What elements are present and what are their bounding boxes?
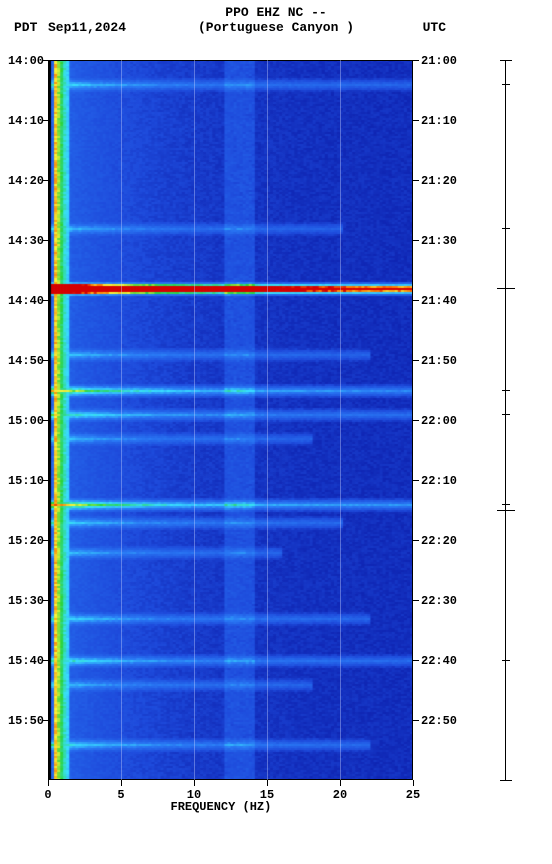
x-tick-label: 20 — [333, 788, 347, 802]
amp-minor — [502, 228, 510, 229]
x-tick-label: 0 — [44, 788, 51, 802]
right-time-label: 21:50 — [421, 354, 457, 368]
x-tick-label: 5 — [117, 788, 124, 802]
amp-minor — [502, 504, 510, 505]
right-time-label: 22:40 — [421, 654, 457, 668]
left-time-label: 15:10 — [4, 474, 44, 488]
left-time-label: 14:50 — [4, 354, 44, 368]
amp-spike — [497, 288, 515, 289]
left-time-label: 15:40 — [4, 654, 44, 668]
left-time-label: 14:40 — [4, 294, 44, 308]
right-time-label: 22:30 — [421, 594, 457, 608]
left-time-label: 15:00 — [4, 414, 44, 428]
left-time-label: 15:50 — [4, 714, 44, 728]
left-time-label: 15:30 — [4, 594, 44, 608]
amp-spike — [497, 510, 515, 511]
amp-minor — [502, 84, 510, 85]
left-time-label: 14:10 — [4, 114, 44, 128]
right-time-label: 21:20 — [421, 174, 457, 188]
right-time-label: 21:30 — [421, 234, 457, 248]
left-time-label: 14:20 — [4, 174, 44, 188]
right-tz: UTC — [423, 20, 446, 35]
right-time-label: 22:50 — [421, 714, 457, 728]
x-tick-label: 25 — [406, 788, 420, 802]
gridline — [121, 60, 122, 780]
left-time-label: 14:30 — [4, 234, 44, 248]
left-time-label: 14:00 — [4, 54, 44, 68]
station-line: PPO EHZ NC -- — [0, 5, 552, 20]
right-time-label: 21:00 — [421, 54, 457, 68]
amp-minor — [502, 390, 510, 391]
location-line: (Portuguese Canyon ) — [0, 20, 552, 35]
right-time-label: 22:00 — [421, 414, 457, 428]
gridline — [267, 60, 268, 780]
amp-minor — [502, 414, 510, 415]
right-time-label: 22:10 — [421, 474, 457, 488]
gridline — [340, 60, 341, 780]
plot-border — [48, 60, 413, 780]
left-time-label: 15:20 — [4, 534, 44, 548]
right-time-label: 21:10 — [421, 114, 457, 128]
spectrogram-plot: 14:0014:1014:2014:3014:4014:5015:0015:10… — [48, 60, 413, 780]
right-time-label: 22:20 — [421, 534, 457, 548]
x-axis-label: FREQUENCY (HZ) — [171, 800, 272, 814]
right-time-label: 21:40 — [421, 294, 457, 308]
gridline — [194, 60, 195, 780]
amp-minor — [502, 660, 510, 661]
amplitude-axis — [505, 60, 506, 780]
header: PPO EHZ NC -- PDT Sep11,2024 (Portuguese… — [0, 5, 552, 20]
